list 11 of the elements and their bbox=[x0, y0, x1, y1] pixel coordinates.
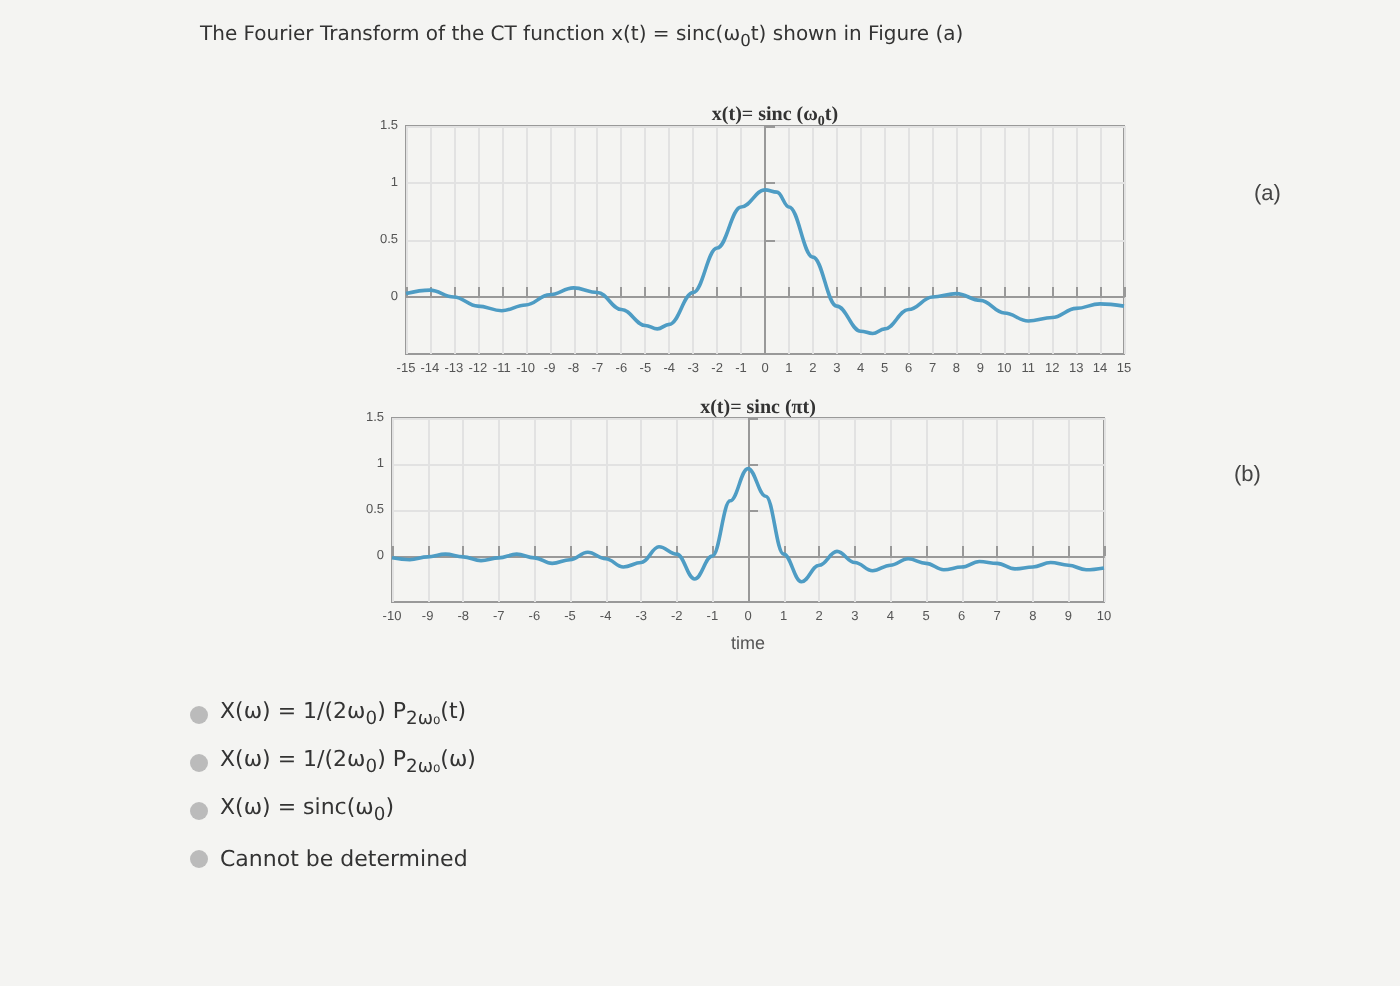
text: (a) bbox=[1254, 182, 1281, 206]
text: The Fourier Transform of the CT function x(t) = sinc(ω$_{0}$t) shown in Figure (a) bbox=[200, 24, 966, 50]
line-series bbox=[390, 466, 1106, 584]
line-series bbox=[404, 188, 1126, 336]
text: X(ω) = 1/(2ω$_{0}$) P$_{2ω₀}$(t) bbox=[220, 697, 467, 731]
chart-title: x(t)= sinc (πt) bbox=[700, 397, 816, 419]
text: Cannot be determined bbox=[220, 845, 468, 871]
x-axis-title: time bbox=[730, 632, 766, 653]
text: (b) bbox=[1234, 463, 1261, 487]
text: X(ω) = sinc(ω$_{0}$) bbox=[220, 793, 394, 827]
text: X(ω) = 1/(2ω$_{0}$) P$_{2ω₀}$(ω) bbox=[220, 745, 476, 779]
